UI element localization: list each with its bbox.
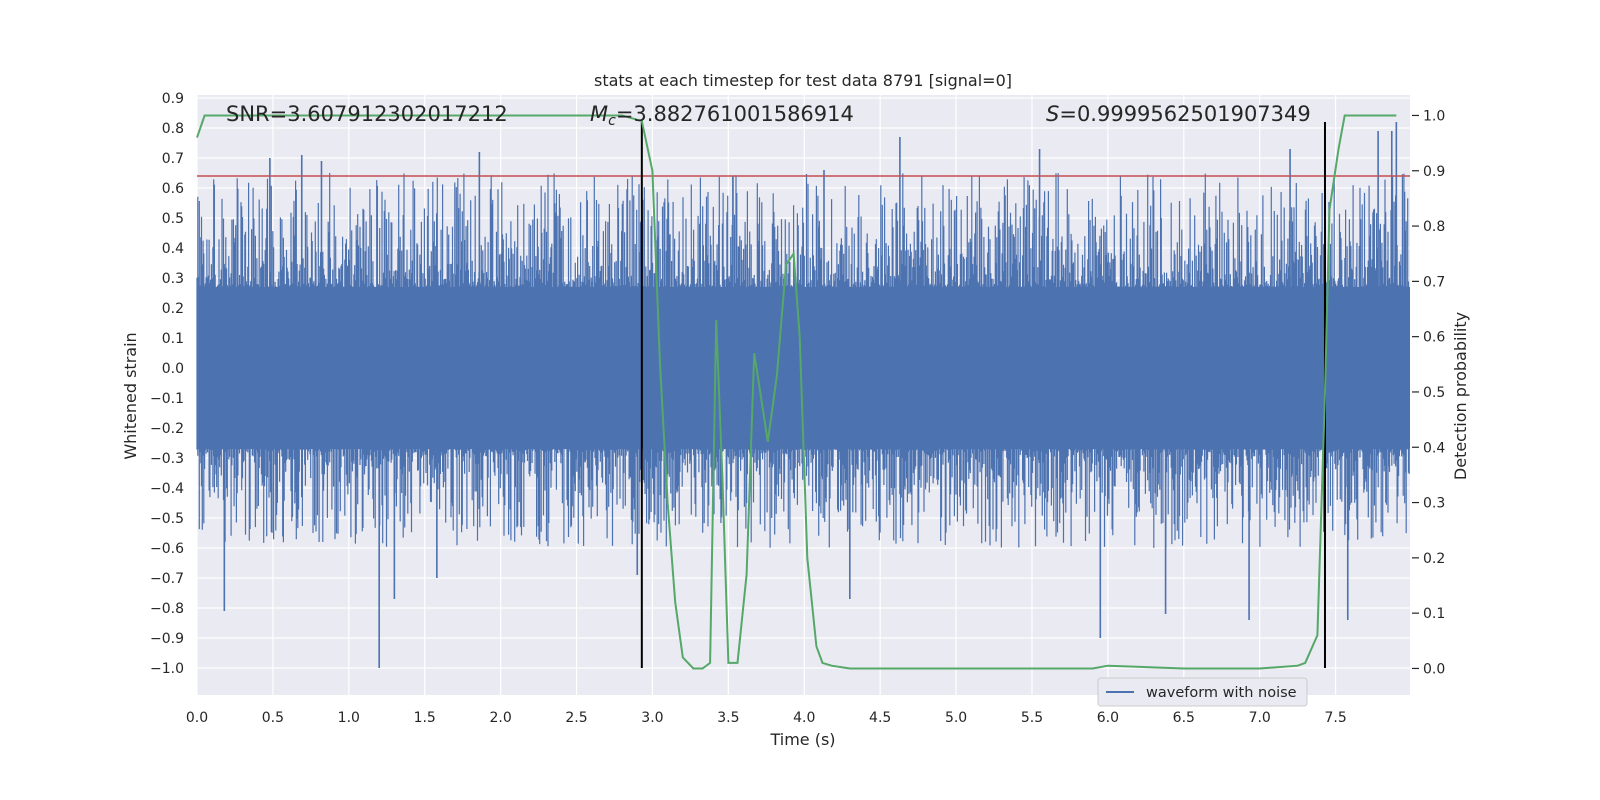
waveform-noise	[196, 173, 1410, 548]
x-tick-label: 4.0	[793, 710, 815, 726]
s-annotation: S=0.9999562501907349	[1046, 102, 1311, 126]
legend: waveform with noise	[1097, 677, 1308, 707]
legend-box	[1097, 677, 1308, 707]
y-tick-label: −0.8	[150, 601, 184, 617]
y-tick-label: −0.3	[150, 451, 184, 467]
y-tick-label: 0.0	[162, 361, 184, 377]
y-tick-label: 0.3	[162, 271, 184, 287]
y2-tick-label: 0.1	[1423, 606, 1445, 622]
x-tick-label: 0.5	[262, 710, 284, 726]
x-tick-label: 1.5	[414, 710, 436, 726]
chart-title: stats at each timestep for test data 879…	[594, 71, 1012, 90]
mc-subscript: c	[608, 113, 616, 129]
x-tick-label: 2.0	[489, 710, 511, 726]
x-tick-label: 6.5	[1173, 710, 1195, 726]
legend-entry-waveform: waveform with noise	[1146, 685, 1297, 701]
y2-tick-label: 0.4	[1423, 440, 1445, 456]
y2-tick-label: 0.7	[1423, 274, 1445, 290]
y-tick-label: 0.8	[162, 121, 184, 137]
s-symbol: S	[1046, 102, 1059, 126]
x-tick-label: 5.5	[1021, 710, 1043, 726]
y-tick-label: −0.9	[150, 631, 184, 647]
y2-tick-label: 0.2	[1423, 551, 1445, 567]
y2-tick-label: 0.5	[1423, 385, 1445, 401]
x-tick-label: 7.0	[1249, 710, 1271, 726]
x-axis-ticks: 0.0 0.5 1.0 1.5 2.0 2.5 3.0 3.5 4.0 4.5 5.0 5.5 6.0 6…	[186, 710, 1347, 726]
y-tick-label: 0.2	[162, 301, 184, 317]
snr-annotation: SNR=3.607912302017212	[226, 102, 508, 126]
y-tick-label: −0.2	[150, 421, 184, 437]
y-tick-label: −0.6	[150, 541, 184, 557]
detection-probability-line	[196, 114, 1397, 670]
y-tick-label: −0.4	[150, 481, 184, 497]
mc-value: =3.882761001586914	[616, 102, 854, 126]
x-tick-label: 3.0	[641, 710, 663, 726]
y2-tick-label: 1.0	[1423, 108, 1445, 124]
x-tick-label: 1.0	[338, 710, 360, 726]
y-tick-label: 0.4	[162, 241, 184, 257]
x-tick-label: 2.5	[565, 710, 587, 726]
x-tick-label: 6.0	[1097, 710, 1119, 726]
y-tick-label: −1.0	[150, 661, 184, 677]
y-axis-ticks: 0.9 0.8 0.7 0.6 0.5 0.4 0.3 0.2 0.1 0.0 −0.1 −0.2 −0…	[150, 91, 184, 677]
y2-tick-label: 0.0	[1423, 661, 1445, 677]
y-tick-label: −0.1	[150, 391, 184, 407]
y2-axis-ticks: 1.0 0.9 0.8 0.7 0.6 0.5 0.4 0.3 0.2 0.1 0.0	[1412, 108, 1445, 677]
y-axis-label: Whitened strain	[121, 332, 140, 459]
y-tick-label: 0.7	[162, 151, 184, 167]
x-tick-label: 4.5	[869, 710, 891, 726]
x-tick-label: 0.0	[186, 710, 208, 726]
y-tick-label: −0.5	[150, 511, 184, 527]
y2-tick-label: 0.3	[1423, 496, 1445, 512]
mc-annotation: Mc=3.882761001586914	[590, 102, 854, 129]
y2-tick-label: 0.8	[1423, 219, 1445, 235]
y-tick-label: 0.9	[162, 91, 184, 107]
y2-axis-label: Detection probability	[1451, 312, 1470, 480]
y2-tick-label: 0.9	[1423, 164, 1445, 180]
y-tick-label: 0.5	[162, 211, 184, 227]
x-axis-label: Time (s)	[769, 730, 835, 749]
y-tick-label: 0.6	[162, 181, 184, 197]
y-tick-label: 0.1	[162, 331, 184, 347]
mc-symbol: M	[590, 102, 608, 126]
x-tick-label: 5.0	[945, 710, 967, 726]
x-tick-label: 7.5	[1324, 710, 1346, 726]
x-tick-label: 3.5	[717, 710, 739, 726]
y2-tick-label: 0.6	[1423, 330, 1445, 346]
y-tick-label: −0.7	[150, 571, 184, 587]
s-value: =0.9999562501907349	[1059, 102, 1310, 126]
